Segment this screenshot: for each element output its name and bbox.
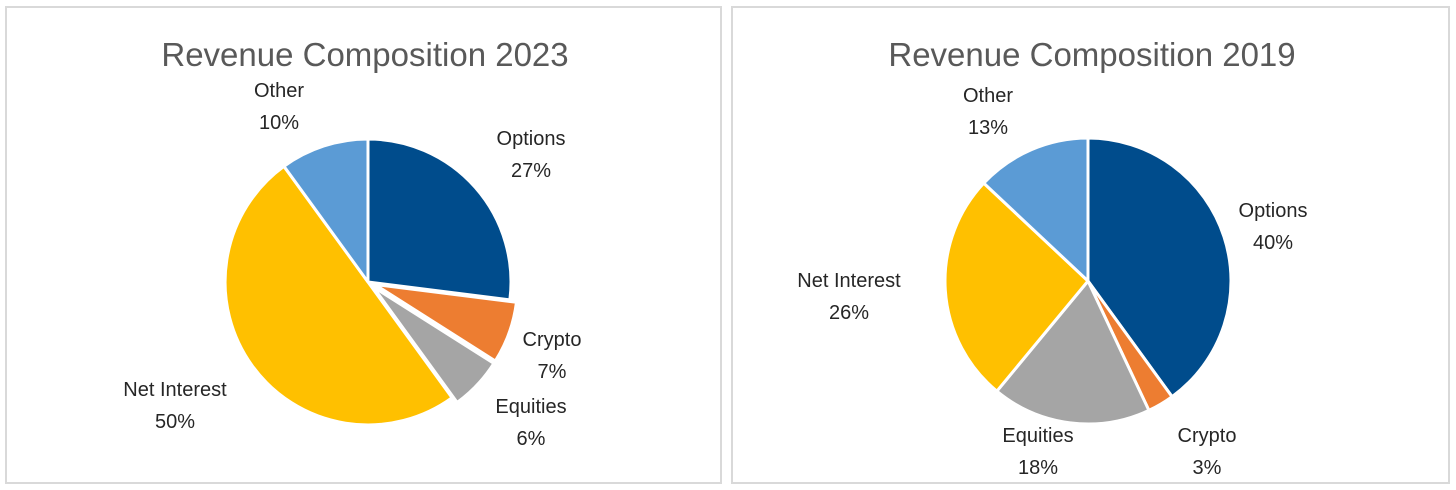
pie-slices: [223, 137, 518, 427]
slice-value-label-net-interest: 26%: [829, 302, 869, 324]
pie-slice-equities: [371, 285, 496, 404]
pie-slice-options: [1086, 136, 1233, 399]
slice-label-other: Other: [254, 80, 304, 102]
pie-labels: Options 40% Crypto 3% Equities 18% Net Interes…: [797, 85, 1307, 479]
slice-label-net-interest: Net Interest: [123, 379, 227, 401]
pie-slice-options: [366, 137, 513, 302]
slice-value-label-crypto: 7%: [538, 361, 567, 383]
chart-title: Revenue Composition 2019: [888, 36, 1295, 73]
slice-value-label-crypto: 3%: [1193, 457, 1222, 479]
slice-label-crypto: Crypto: [1178, 425, 1237, 447]
pie-slice-net-interest: [943, 181, 1090, 393]
pie-slices: [943, 136, 1233, 426]
pie-slice-other: [982, 136, 1090, 283]
slice-label-crypto: Crypto: [523, 329, 582, 351]
pie-chart-2023: Revenue Composition 2023 Options 27% Crypt…: [5, 6, 722, 484]
slice-label-other: Other: [963, 85, 1013, 107]
slice-label-options: Options: [1239, 200, 1308, 222]
slice-label-equities: Equities: [495, 396, 566, 418]
pie-slice-crypto: [373, 282, 518, 363]
slice-label-equities: Equities: [1002, 425, 1073, 447]
slice-value-label-options: 27%: [511, 160, 551, 182]
pie-chart-2019-svg: Revenue Composition 2019 Options 40% Crypt…: [797, 36, 1307, 479]
pie-slice-net-interest: [223, 164, 454, 427]
slice-value-label-other: 10%: [259, 112, 299, 134]
slice-value-label-other: 13%: [968, 117, 1008, 139]
slice-value-label-options: 40%: [1253, 232, 1293, 254]
slice-label-options: Options: [497, 128, 566, 150]
pie-labels: Options 27% Crypto 7% Equities 6% Net Interest…: [123, 80, 581, 450]
slice-label-net-interest: Net Interest: [797, 270, 901, 292]
slice-value-label-net-interest: 50%: [155, 411, 195, 433]
chart-title: Revenue Composition 2023: [161, 36, 568, 73]
pie-chart-2019: Revenue Composition 2019 Options 40% Crypt…: [731, 6, 1450, 484]
slice-value-label-equities: 6%: [517, 428, 546, 450]
pie-slice-other: [282, 137, 370, 284]
pie-slice-equities: [995, 279, 1151, 426]
slice-value-label-equities: 18%: [1018, 457, 1058, 479]
pie-chart-2023-svg: Revenue Composition 2023 Options 27% Crypt…: [123, 36, 581, 450]
